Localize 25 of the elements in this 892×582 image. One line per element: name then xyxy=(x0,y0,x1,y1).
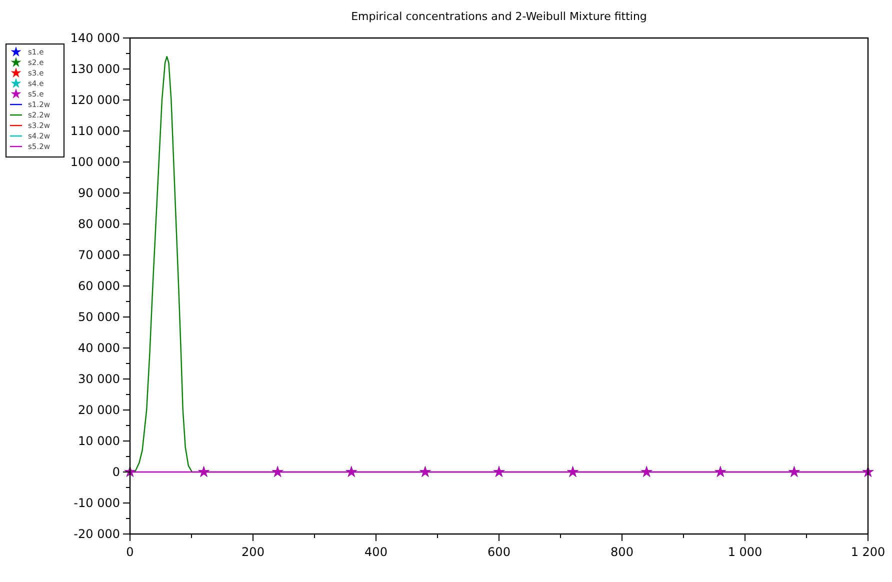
y-tick-label: 0 xyxy=(112,465,120,480)
y-tick-label: 110 000 xyxy=(70,124,120,138)
y-tick-label: 40 000 xyxy=(78,341,120,356)
x-tick-label: 1 200 xyxy=(850,545,886,559)
y-tick-label: 70 000 xyxy=(78,248,120,262)
y-tick-label: 30 000 xyxy=(78,372,120,386)
y-tick-label: 80 000 xyxy=(78,217,120,232)
y-tick-label: 100 000 xyxy=(70,155,120,170)
y-tick-label: 140 000 xyxy=(70,31,120,46)
y-tick-label: -10 000 xyxy=(74,496,120,510)
y-tick-label: 60 000 xyxy=(78,279,120,294)
y-tick-label: 120 000 xyxy=(70,93,120,108)
y-tick-label: 130 000 xyxy=(70,62,120,76)
x-tick-label: 0 xyxy=(126,545,134,559)
x-tick-label: 400 xyxy=(364,545,388,559)
x-tick-label: 1 000 xyxy=(728,545,762,559)
y-tick-label: 90 000 xyxy=(78,186,120,200)
chart-title: Empirical concentrations and 2-Weibull Mixture fitting xyxy=(351,10,647,23)
y-tick-label: -20 000 xyxy=(74,527,120,542)
y-tick-label: 50 000 xyxy=(78,310,120,324)
y-tick-label: 10 000 xyxy=(78,434,120,448)
x-tick-label: 800 xyxy=(610,545,634,559)
x-tick-label: 600 xyxy=(488,545,510,559)
x-tick-label: 200 xyxy=(242,545,264,559)
y-tick-label: 20 000 xyxy=(78,403,120,418)
